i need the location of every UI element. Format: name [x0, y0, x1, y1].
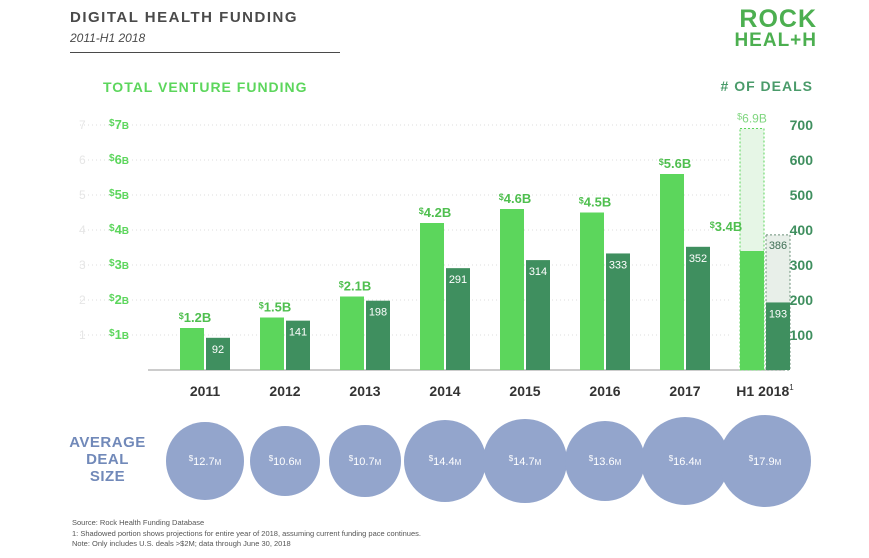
- deals-bar: [446, 268, 470, 370]
- funding-bar: [260, 317, 284, 370]
- funding-bar: [500, 209, 524, 370]
- left-axis-title: TOTAL VENTURE FUNDING: [103, 79, 308, 95]
- funding-value-label: $3.4B: [710, 219, 742, 234]
- category-label: H1 20181: [736, 383, 794, 399]
- avg-deal-size-value: $14.7M: [508, 453, 542, 468]
- left-axis-faint-tick: 2: [79, 293, 86, 307]
- deals-bar: [766, 302, 790, 370]
- category-label: 2012: [269, 383, 300, 399]
- right-axis-title: # OF DEALS: [720, 78, 813, 94]
- right-axis-tick-label: 400: [790, 222, 814, 238]
- funding-value-label: $2.1B: [339, 279, 371, 294]
- right-axis-tick-label: 300: [790, 257, 814, 273]
- funding-bar: [660, 174, 684, 370]
- funding-chart: 1 $1B 2 $2B 3 $3B 4 $4B 5 $5B 6 $6B 7 $7B 100 200 300 400…: [79, 112, 814, 400]
- category-label: 2015: [509, 383, 540, 399]
- deals-bar: [286, 320, 310, 370]
- deals-value-label: 314: [529, 266, 547, 278]
- avg-deal-size-circle: $17.9M: [719, 415, 811, 507]
- right-axis-tick-label: 500: [790, 187, 814, 203]
- category-label: 2014: [429, 383, 460, 399]
- right-axis-tick-label: 600: [790, 152, 814, 168]
- deals-value-label: 333: [609, 259, 627, 271]
- deals-value-label: 193: [769, 308, 787, 320]
- avg-deal-size-circle: $10.7M: [329, 425, 401, 497]
- deals-value-label: 92: [212, 344, 224, 356]
- funding-value-label: $1.2B: [179, 310, 211, 325]
- avg-deal-size-circle: $12.7M: [166, 422, 244, 500]
- deals-value-label: 198: [369, 307, 387, 319]
- avg-deal-size-value: $16.4M: [668, 453, 702, 468]
- avg-deal-size-circle: $16.4M: [640, 416, 730, 506]
- avg-label-line-1: AVERAGE: [69, 434, 146, 451]
- source-note: Source: Rock Health Funding Database: [72, 518, 205, 527]
- left-axis-faint-tick: 1: [79, 328, 86, 342]
- funding-bar: [180, 328, 204, 370]
- funding-value-label: $4.5B: [579, 195, 611, 210]
- deals-bar: [366, 300, 390, 370]
- right-axis-tick-label: 200: [790, 292, 814, 308]
- avg-deal-size-circle: $14.7M: [483, 419, 567, 503]
- deals-bar: [206, 337, 230, 370]
- avg-deal-size-label: AVERAGE DEAL SIZE: [60, 434, 155, 485]
- page-title: DIGITAL HEALTH FUNDING: [70, 9, 298, 26]
- deals-value-label: 352: [689, 253, 707, 265]
- avg-deal-size-circle: $10.6M: [249, 425, 321, 497]
- left-axis-tick-label: $2B: [109, 292, 129, 307]
- funding-value-label: $4.2B: [419, 205, 451, 220]
- left-axis-tick-label: $6B: [109, 152, 129, 167]
- deals-value-label: 141: [289, 327, 307, 339]
- funding-value-label: $1.5B: [259, 300, 291, 315]
- avg-deal-size-value: $14.4M: [428, 453, 462, 468]
- left-axis-tick-label: $5B: [109, 187, 129, 202]
- logo-line-2: HEAL+H: [734, 30, 817, 51]
- avg-label-line-2: DEAL: [86, 451, 129, 468]
- left-axis-tick-label: $1B: [109, 327, 129, 342]
- left-axis-faint-tick: 5: [79, 188, 86, 202]
- rock-health-logo: ROCK HEAL+H: [734, 5, 817, 52]
- scope-note: Note: Only includes U.S. deals >$2M; dat…: [72, 539, 291, 548]
- left-axis-faint-tick: 3: [79, 258, 86, 272]
- avg-label-line-3: SIZE: [89, 468, 126, 485]
- category-label: 2017: [669, 383, 700, 399]
- footnotes: Source: Rock Health Funding Database 1: …: [72, 518, 421, 550]
- avg-deal-size-circle: $14.4M: [403, 419, 487, 503]
- funding-bar: [740, 251, 764, 370]
- header-divider: [70, 52, 340, 53]
- left-axis-tick-label: $7B: [109, 117, 129, 132]
- deals-value-label: 291: [449, 274, 467, 286]
- left-axis-tick-label: $3B: [109, 257, 129, 272]
- projection-note: 1: Shadowed portion shows projections fo…: [72, 528, 421, 538]
- page-subtitle: 2011-H1 2018: [70, 31, 146, 45]
- funding-bar: [580, 212, 604, 370]
- avg-deal-size-value: $10.7M: [348, 453, 382, 468]
- category-label: 2013: [349, 383, 380, 399]
- funding-bar: [340, 296, 364, 370]
- funding-projection-label: $6.9B: [737, 112, 767, 126]
- deals-projection-label: 386: [769, 240, 787, 252]
- deals-bar: [526, 260, 550, 370]
- deals-bar: [686, 246, 710, 370]
- avg-deal-size-value: $13.6M: [588, 453, 622, 468]
- avg-deal-size-circle: $13.6M: [564, 420, 646, 502]
- right-axis-tick-label: 700: [790, 117, 814, 133]
- funding-bar: [420, 223, 444, 370]
- right-axis-tick-label: 100: [790, 327, 814, 343]
- funding-value-label: $5.6B: [659, 156, 691, 171]
- logo-line-1: ROCK: [739, 5, 817, 33]
- left-axis-tick-label: $4B: [109, 222, 129, 237]
- left-axis-faint-tick: 6: [79, 153, 86, 167]
- deals-bar: [606, 253, 630, 370]
- category-label: 2016: [589, 383, 620, 399]
- funding-value-label: $4.6B: [499, 191, 531, 206]
- avg-deal-size-value: $10.6M: [268, 453, 302, 468]
- category-label: 2011: [190, 383, 221, 399]
- avg-deal-size-value: $12.7M: [188, 453, 222, 468]
- left-axis-faint-tick: 4: [79, 223, 86, 237]
- left-axis-faint-tick: 7: [79, 118, 86, 132]
- avg-deal-size-value: $17.9M: [748, 454, 782, 468]
